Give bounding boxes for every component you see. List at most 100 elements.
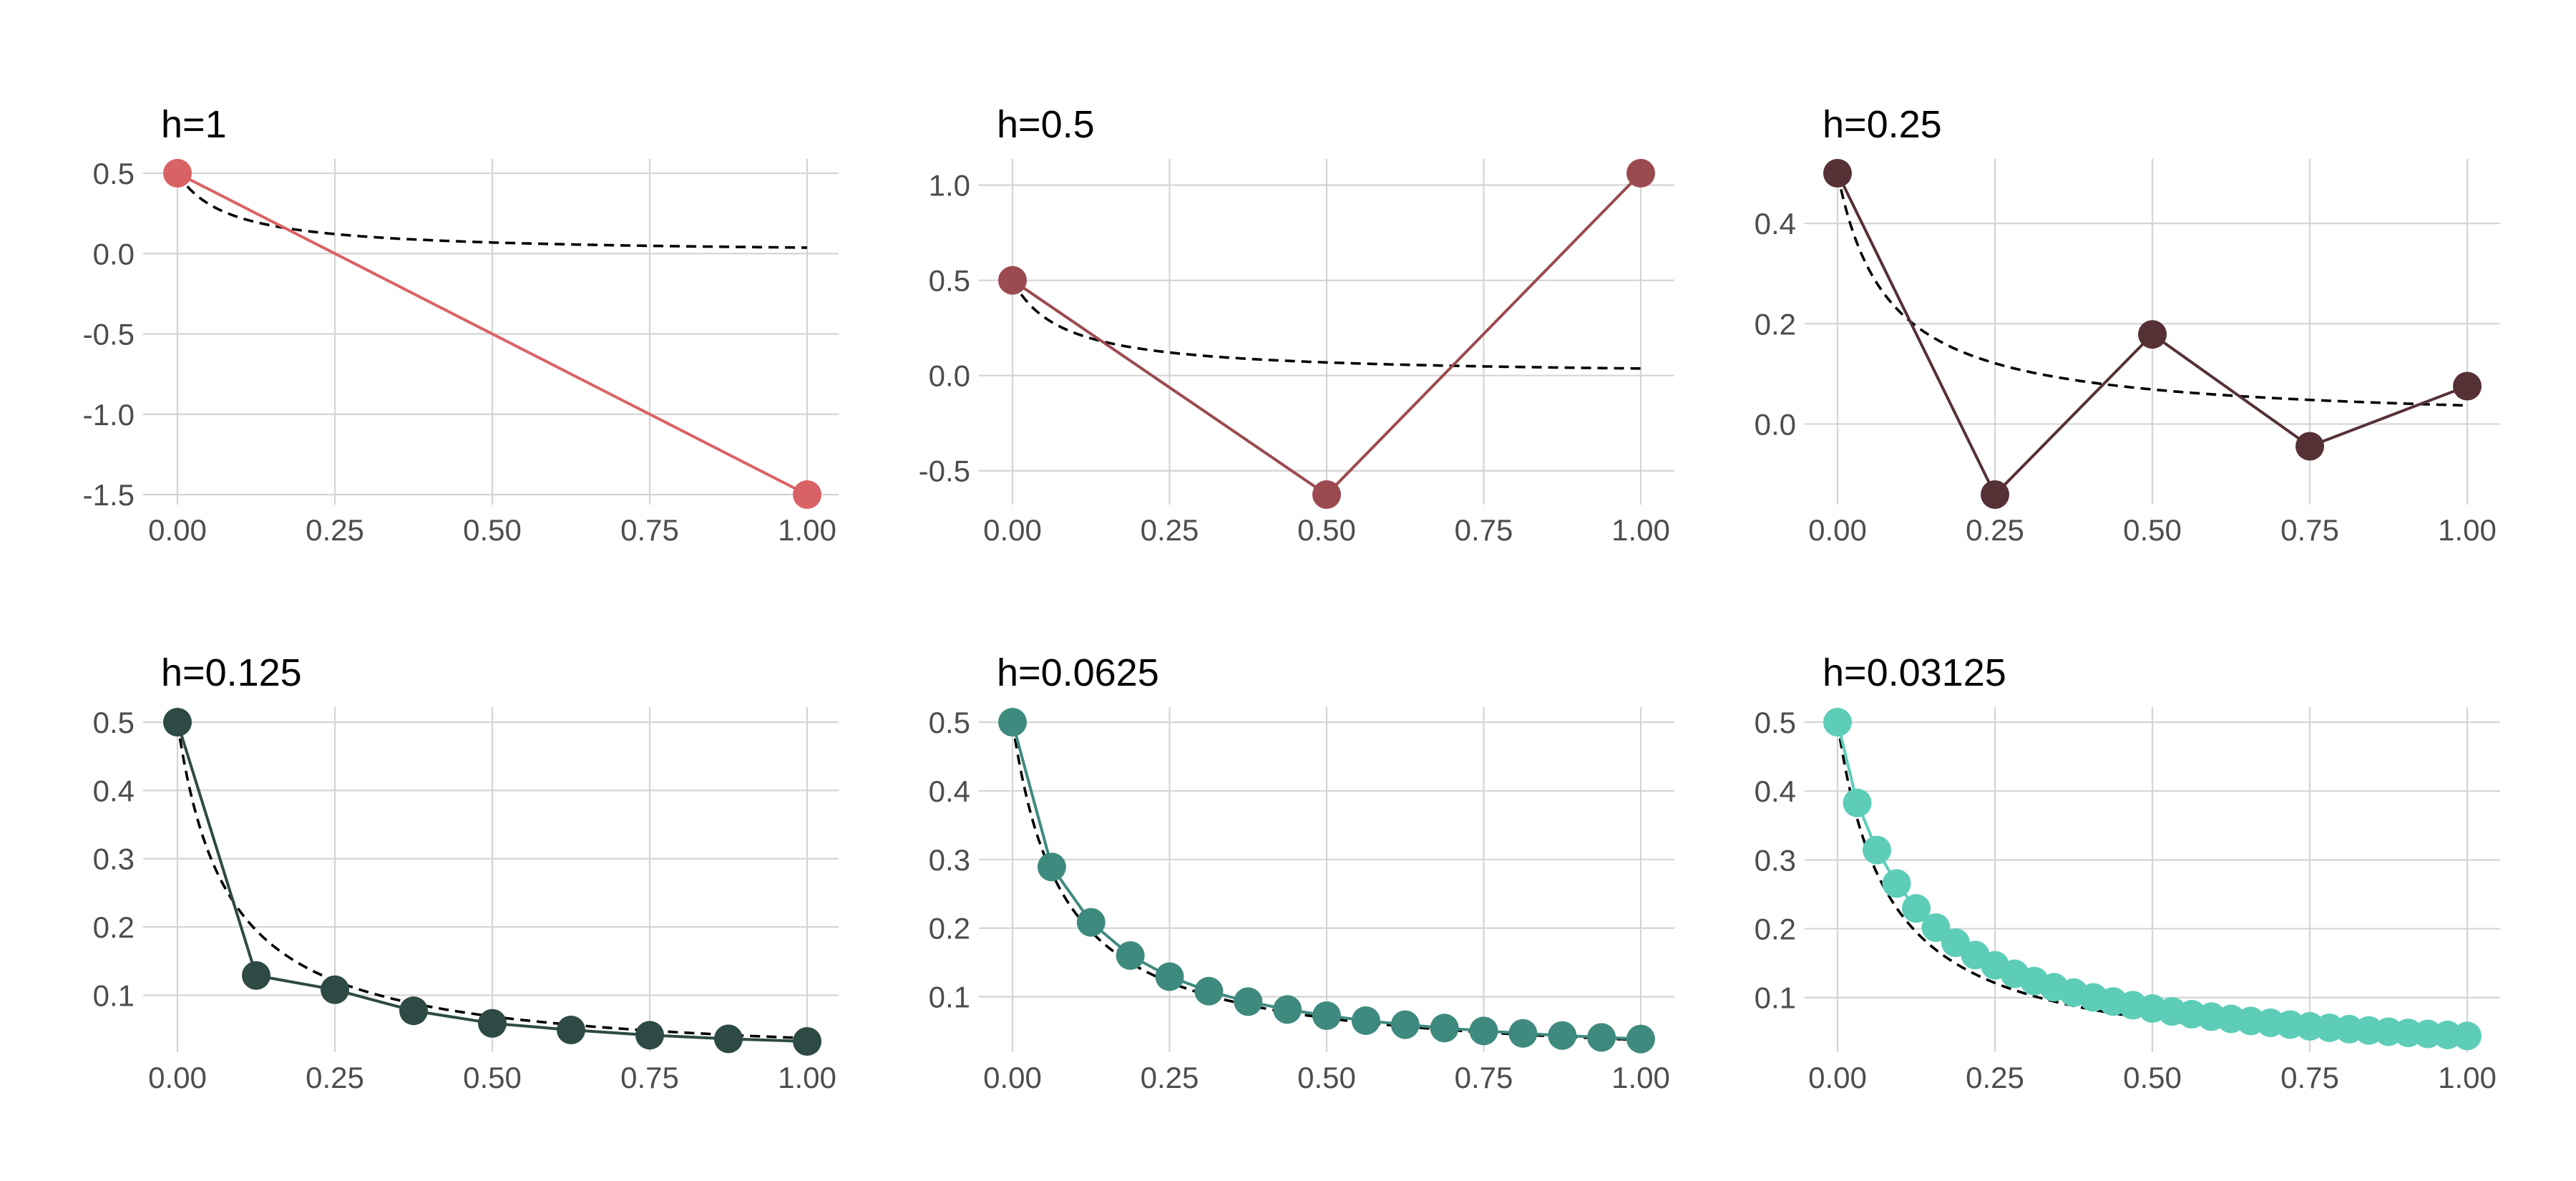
x-tick-label: 0.75 (2280, 1061, 2339, 1094)
data-point (1921, 913, 1951, 943)
panel-4: 0.00 0.25 0.50 0.75 1.00 0.5 0.4 0.3 0.2 0.1 h=0.1… (93, 651, 839, 1094)
y-tick-label: 0.4 (1755, 207, 1796, 240)
data-point (635, 1021, 664, 1050)
x-tick-label: 0.00 (983, 1061, 1042, 1094)
x-tick-label: 1.00 (2438, 1061, 2497, 1094)
y-tick-label: 0.2 (1755, 307, 1796, 341)
data-point (1548, 1021, 1577, 1050)
y-tick-label: -1.0 (83, 398, 135, 432)
data-point (2453, 371, 2482, 401)
data-point (1155, 962, 1184, 991)
data-point (1469, 1016, 1498, 1046)
data-point (1037, 852, 1066, 882)
panel-6: 0.00 0.25 0.50 0.75 1.00 0.5 0.4 0.3 0.2 0.1 h=0.0… (1755, 651, 2500, 1094)
y-tick-label: 0.3 (929, 843, 970, 877)
panel-title: h=0.25 (1823, 103, 1942, 146)
x-tick-label: 0.50 (463, 1061, 522, 1094)
y-tick-label: 0.4 (929, 774, 970, 808)
y-tick-label: 0.0 (93, 237, 135, 271)
x-tick-label: 0.50 (2123, 513, 2182, 547)
y-tick-label: -0.5 (83, 318, 135, 351)
x-tick-label: 1.00 (1611, 513, 1670, 547)
gridlines (143, 707, 839, 1052)
series-points (163, 159, 821, 509)
gridlines (979, 159, 1674, 505)
x-tick-label: 0.75 (1455, 513, 1513, 547)
y-tick-label: 0.2 (929, 912, 970, 946)
series-points (1823, 708, 2482, 1051)
data-point (1194, 976, 1224, 1006)
x-tick-label: 0.25 (1966, 1061, 2024, 1094)
data-point (1273, 995, 1302, 1024)
y-tick-label: 0.5 (929, 264, 970, 298)
panel-title: h=1 (161, 103, 227, 146)
gridlines (143, 159, 839, 505)
gridlines (979, 707, 1674, 1052)
y-tick-label: 0.0 (1755, 407, 1796, 441)
data-point (793, 1027, 821, 1056)
x-tick-label: 0.00 (148, 513, 207, 547)
panel-title: h=0.5 (997, 103, 1095, 146)
data-point (2296, 432, 2324, 461)
x-tick-label: 0.75 (620, 513, 679, 547)
panel-5: 0.00 0.25 0.50 0.75 1.00 0.5 0.4 0.3 0.2 0.1 h=0.0… (929, 651, 1674, 1094)
data-point (1508, 1019, 1538, 1048)
data-point (1312, 1001, 1341, 1031)
panel-1: 0.00 0.25 0.50 0.75 1.00 0.5 0.0 -0.5 -1.0 -1.5 h=… (83, 103, 839, 547)
data-point (478, 1009, 507, 1038)
y-tick-label: 0.1 (93, 978, 135, 1012)
data-point (1312, 480, 1341, 509)
y-tick-label: 0.5 (93, 706, 135, 739)
gridlines (1805, 707, 2500, 1052)
y-tick-label: 0.5 (929, 706, 970, 739)
x-tick-label: 0.00 (983, 513, 1042, 547)
data-point (2453, 1021, 2482, 1051)
y-tick-label: 0.5 (93, 157, 135, 190)
data-point (1587, 1023, 1616, 1052)
y-tick-label: 0.0 (929, 359, 970, 393)
series-points (998, 159, 1655, 509)
x-tick-label: 1.00 (778, 1061, 836, 1094)
series-points (163, 708, 821, 1056)
x-tick-label: 0.25 (306, 1061, 364, 1094)
y-tick-label: -1.5 (83, 478, 135, 512)
x-tick-label: 0.25 (306, 513, 364, 547)
data-point (1882, 869, 1911, 898)
x-tick-label: 0.75 (1455, 1061, 1513, 1094)
x-tick-label: 0.00 (1808, 513, 1867, 547)
panel-title: h=0.0625 (997, 651, 1159, 694)
data-point (1626, 159, 1655, 188)
x-tick-label: 0.00 (1808, 1061, 1867, 1094)
data-point (1981, 480, 2009, 509)
x-tick-label: 0.00 (148, 1061, 207, 1094)
data-point (1430, 1014, 1459, 1043)
y-tick-label: -0.5 (919, 455, 970, 488)
x-tick-label: 0.50 (1297, 513, 1356, 547)
data-point (1863, 835, 1891, 865)
y-tick-label: 1.0 (929, 169, 970, 203)
data-point (163, 159, 192, 188)
data-point (1823, 708, 1852, 737)
series-points (998, 708, 1655, 1054)
data-point (557, 1015, 585, 1044)
x-tick-label: 1.00 (1611, 1061, 1670, 1094)
x-tick-label: 0.75 (2280, 513, 2339, 547)
panel-2: 0.00 0.25 0.50 0.75 1.00 1.0 0.5 0.0 -0.5 h=0.5 (919, 103, 1674, 547)
panel-title: h=0.03125 (1823, 651, 2006, 694)
y-tick-label: 0.4 (1755, 774, 1796, 808)
y-tick-label: 0.2 (1755, 913, 1796, 946)
x-tick-label: 0.50 (463, 513, 522, 547)
series-points (1823, 159, 2482, 509)
data-point (163, 708, 192, 737)
data-point (998, 266, 1027, 295)
x-tick-label: 1.00 (778, 513, 836, 547)
data-point (321, 975, 349, 1004)
data-point (1076, 908, 1106, 937)
panel-3: 0.00 0.25 0.50 0.75 1.00 0.4 0.2 0.0 h=0.25 (1755, 103, 2500, 547)
data-point (242, 961, 270, 990)
y-tick-label: 0.3 (93, 842, 135, 876)
data-point (2138, 320, 2167, 349)
series-line (177, 172, 808, 496)
data-point (1390, 1010, 1420, 1039)
x-tick-label: 0.25 (1966, 513, 2024, 547)
